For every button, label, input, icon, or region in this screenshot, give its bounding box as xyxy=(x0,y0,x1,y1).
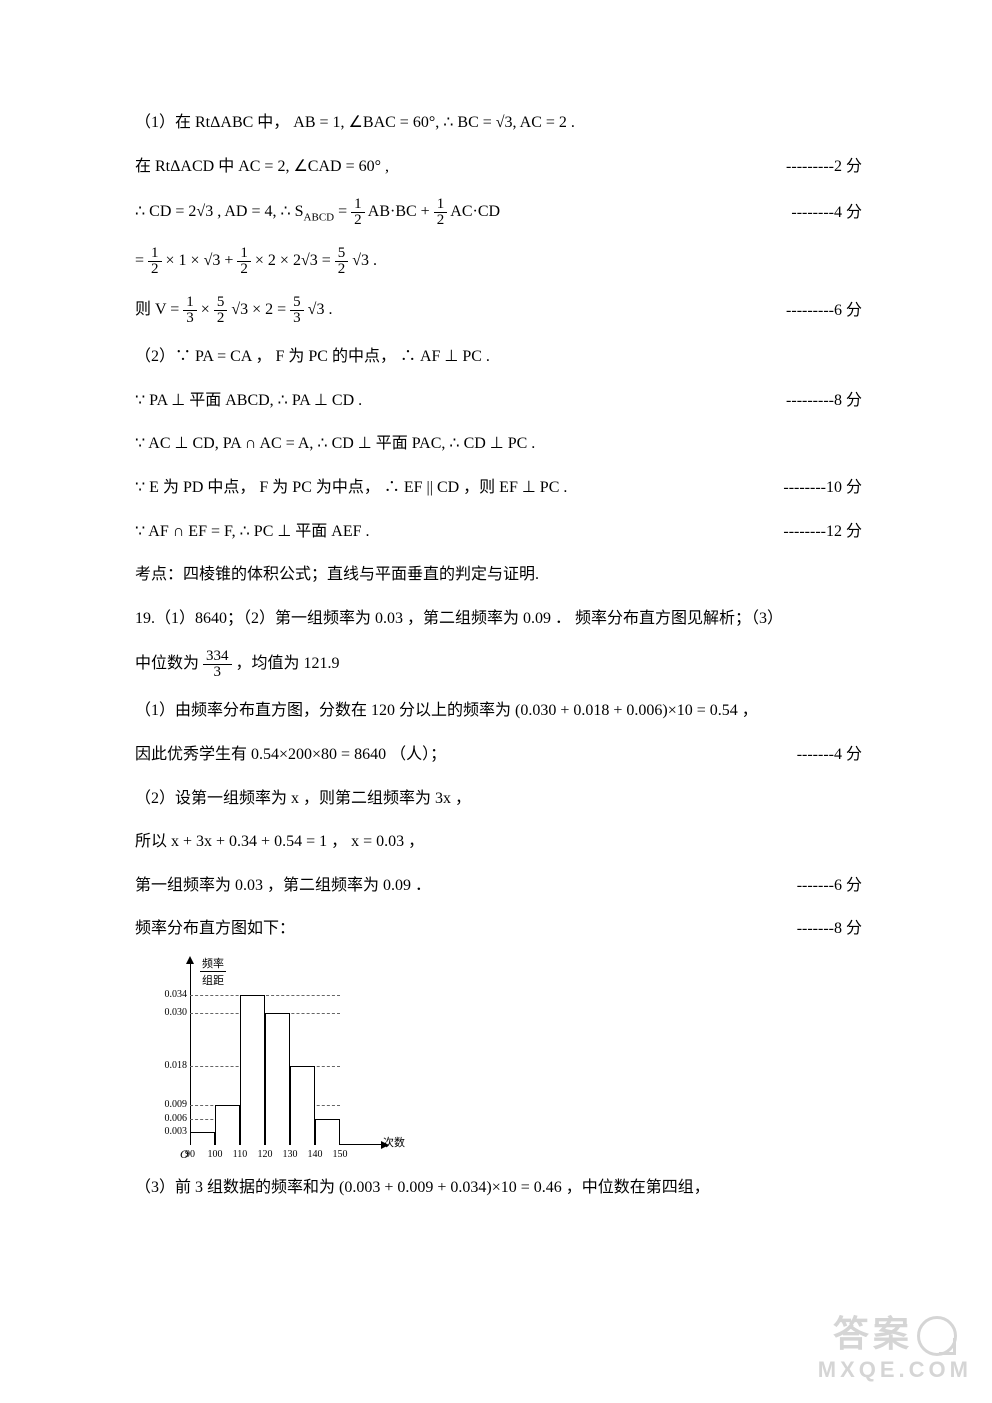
problem-19-line-2: 中位数为 3343 ，均值为 121.9 xyxy=(135,649,862,680)
text: （1）在 RtΔABC 中， AB = 1, ∠BAC = 60°, ∴ BC … xyxy=(135,114,575,131)
grid-dash xyxy=(190,995,340,996)
score-marker: --------4 分 xyxy=(791,200,862,226)
text: 考点：四棱锥的体积公式；直线与平面垂直的判定与证明. xyxy=(135,566,539,583)
solution-line-17: 所以 x + 3x + 0.34 + 0.54 = 1 ， x = 0.03 ， xyxy=(135,829,862,855)
x-axis-title: 次数 xyxy=(383,1134,405,1150)
histogram-bar xyxy=(190,1132,215,1145)
expression: ∴ CD = 2√3 , AD = 4, ∴ SABCD = 12 AB·BC … xyxy=(135,197,500,228)
text: 因此优秀学生有 0.54×200×80 = 8640 （人）； xyxy=(135,742,446,768)
y-tick-label: 0.006 xyxy=(145,1113,187,1124)
score-marker: ---------8 分 xyxy=(786,388,862,414)
score-marker: ---------6 分 xyxy=(786,298,862,324)
x-tick-label: 110 xyxy=(233,1149,248,1160)
proof-line-2: 在 RtΔACD 中 AC = 2, ∠CAD = 60° , --------… xyxy=(135,154,862,180)
score-marker: --------10 分 xyxy=(783,475,862,501)
histogram-bar xyxy=(240,995,265,1145)
expression: 则 V = 13 × 52 √3 × 2 = 53 √3 . xyxy=(135,295,332,326)
x-tick-label: 120 xyxy=(258,1149,273,1160)
text: （1）由频率分布直方图，分数在 120 分以上的频率为 (0.030 + 0.0… xyxy=(135,702,758,719)
solution-line-14: （1）由频率分布直方图，分数在 120 分以上的频率为 (0.030 + 0.0… xyxy=(135,698,862,724)
y-tick-label: 0.034 xyxy=(145,989,187,1000)
text: （3）前 3 组数据的频率和为 (0.003 + 0.009 + 0.034)×… xyxy=(135,1179,710,1196)
watermark: 答案 MXQE.COM xyxy=(818,1305,972,1383)
solution-line-18: 第一组频率为 0.03 ，第二组频率为 0.09 ． -------6 分 xyxy=(135,873,862,899)
x-tick-label: 130 xyxy=(283,1149,298,1160)
text: 19.（1）8640；（2）第一组频率为 0.03 ，第二组频率为 0.09 ．… xyxy=(135,610,783,627)
proof-line-7: ∵ PA ⊥ 平面 ABCD, ∴ PA ⊥ CD . ---------8 分 xyxy=(135,388,862,414)
y-tick-label: 0.030 xyxy=(145,1007,187,1018)
proof-line-5: 则 V = 13 × 52 √3 × 2 = 53 √3 . ---------… xyxy=(135,295,862,326)
histogram-bar xyxy=(315,1119,340,1145)
proof-line-1: （1）在 RtΔABC 中， AB = 1, ∠BAC = 60°, ∴ BC … xyxy=(135,110,862,136)
expression: = 12 × 1 × √3 + 12 × 2 × 2√3 = 52 √3 . xyxy=(135,246,377,277)
histogram-bar xyxy=(265,1013,290,1145)
x-tick-label: 90 xyxy=(185,1149,195,1160)
solution-line-15: 因此优秀学生有 0.54×200×80 = 8640 （人）； -------4… xyxy=(135,742,862,768)
y-tick-label: 0.018 xyxy=(145,1060,187,1071)
x-tick-label: 150 xyxy=(333,1149,348,1160)
score-marker: ---------2 分 xyxy=(786,154,862,180)
text: 第一组频率为 0.03 ，第二组频率为 0.09 ． xyxy=(135,873,431,899)
score-marker: -------8 分 xyxy=(797,916,862,942)
solution-line-20: （3）前 3 组数据的频率和为 (0.003 + 0.009 + 0.034)×… xyxy=(135,1175,862,1201)
text: ∵ AF ∩ EF = F, ∴ PC ⊥ 平面 AEF . xyxy=(135,519,370,545)
proof-line-3: ∴ CD = 2√3 , AD = 4, ∴ SABCD = 12 AB·BC … xyxy=(135,197,862,228)
text: 频率分布直方图如下： xyxy=(135,916,295,942)
solution-line-19: 频率分布直方图如下： -------8 分 xyxy=(135,916,862,942)
y-tick-label: 0.009 xyxy=(145,1099,187,1110)
score-marker: -------6 分 xyxy=(797,873,862,899)
proof-line-10: ∵ AF ∩ EF = F, ∴ PC ⊥ 平面 AEF . --------1… xyxy=(135,519,862,545)
proof-line-8: ∵ AC ⊥ CD, PA ∩ AC = A, ∴ CD ⊥ 平面 PAC, ∴… xyxy=(135,431,862,457)
text: 所以 x + 3x + 0.34 + 0.54 = 1 ， x = 0.03 ， xyxy=(135,833,424,850)
proof-line-4: = 12 × 1 × √3 + 12 × 2 × 2√3 = 52 √3 . xyxy=(135,246,862,277)
proof-line-6: （2）∵ PA = CA ， F 为 PC 的中点， ∴ AF ⊥ PC . xyxy=(135,344,862,370)
x-tick-label: 140 xyxy=(308,1149,323,1160)
text: ∵ PA ⊥ 平面 ABCD, ∴ PA ⊥ CD . xyxy=(135,388,362,414)
text: 在 RtΔACD 中 AC = 2, ∠CAD = 60° , xyxy=(135,154,389,180)
text: ∵ E 为 PD 中点， F 为 PC 为中点， ∴ EF || CD ，则 E… xyxy=(135,475,567,501)
text: ∵ AC ⊥ CD, PA ∩ AC = A, ∴ CD ⊥ 平面 PAC, ∴… xyxy=(135,435,535,452)
proof-line-9: ∵ E 为 PD 中点， F 为 PC 为中点， ∴ EF || CD ，则 E… xyxy=(135,475,862,501)
y-axis-arrow-icon xyxy=(186,956,194,964)
watermark-circle-icon xyxy=(917,1316,957,1356)
text: （2）∵ PA = CA ， F 为 PC 的中点， ∴ AF ⊥ PC . xyxy=(135,348,490,365)
score-marker: -------4 分 xyxy=(797,742,862,768)
histogram-bar xyxy=(215,1105,240,1145)
text: （2）设第一组频率为 x ，则第二组频率为 3x ， xyxy=(135,790,471,807)
score-marker: --------12 分 xyxy=(783,519,862,545)
problem-19-line-1: 19.（1）8640；（2）第一组频率为 0.03 ，第二组频率为 0.09 ．… xyxy=(135,606,862,632)
y-tick-label: 0.003 xyxy=(145,1126,187,1137)
watermark-top: 答案 xyxy=(818,1305,972,1357)
y-axis-title: 频率 组距 xyxy=(200,955,226,988)
y-axis xyxy=(190,960,191,1145)
x-tick-label: 100 xyxy=(208,1149,223,1160)
watermark-bottom: MXQE.COM xyxy=(818,1357,972,1383)
histogram-bar xyxy=(290,1066,315,1145)
topic-line: 考点：四棱锥的体积公式；直线与平面垂直的判定与证明. xyxy=(135,562,862,588)
frequency-histogram: 频率 组距 次数 O 0.0030.0060.0090.0180.0300.03… xyxy=(145,960,385,1160)
solution-line-16: （2）设第一组频率为 x ，则第二组频率为 3x ， xyxy=(135,786,862,812)
